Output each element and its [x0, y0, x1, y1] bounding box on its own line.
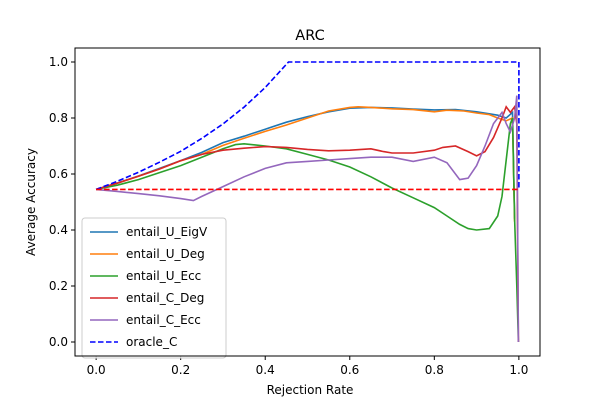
legend-label: entail_C_Ecc — [126, 313, 201, 327]
y-tick-label: 0.6 — [49, 167, 68, 181]
y-tick-label: 0.8 — [49, 111, 68, 125]
x-tick-label: 1.0 — [509, 363, 528, 377]
x-axis-ticks: 0.0 0.2 0.4 0.6 0.8 1.0 — [87, 356, 528, 377]
series-line-entail_U_Ecc — [95, 117, 520, 343]
series-line-oracle_C — [95, 61, 520, 191]
x-tick-label: 0.0 — [87, 363, 106, 377]
axes-frame — [74, 47, 541, 357]
legend-label: entail_U_EigV — [126, 225, 208, 239]
legend-box — [81, 217, 227, 359]
y-axis-label: Average Accuracy — [24, 148, 38, 256]
x-tick-label: 0.8 — [425, 363, 444, 377]
series-line-entail_U_Deg — [95, 105, 516, 222]
y-tick-label: 1.0 — [49, 55, 68, 69]
x-axis-label: Rejection Rate — [267, 383, 354, 397]
plot-area — [95, 61, 520, 343]
y-tick-label: 0.4 — [49, 223, 68, 237]
legend-label: entail_C_Deg — [126, 291, 204, 305]
legend-label: entail_U_Deg — [126, 247, 205, 261]
x-tick-label: 0.2 — [171, 363, 190, 377]
x-tick-label: 0.6 — [340, 363, 359, 377]
x-tick-label: 0.4 — [256, 363, 275, 377]
legend-label: entail_U_Ecc — [126, 269, 201, 283]
legend: entail_U_EigV entail_U_Deg entail_U_Eccent… — [81, 217, 227, 359]
chart-title: ARC — [295, 28, 324, 44]
legend-label: oracle_C — [126, 335, 177, 349]
series-line-entail_C_Ecc — [96, 95, 520, 343]
y-tick-label: 0.0 — [49, 335, 68, 349]
y-tick-label: 0.2 — [49, 279, 68, 293]
y-axis-ticks: 0.0 0.2 0.4 0.6 0.8 1.0 — [49, 55, 75, 349]
